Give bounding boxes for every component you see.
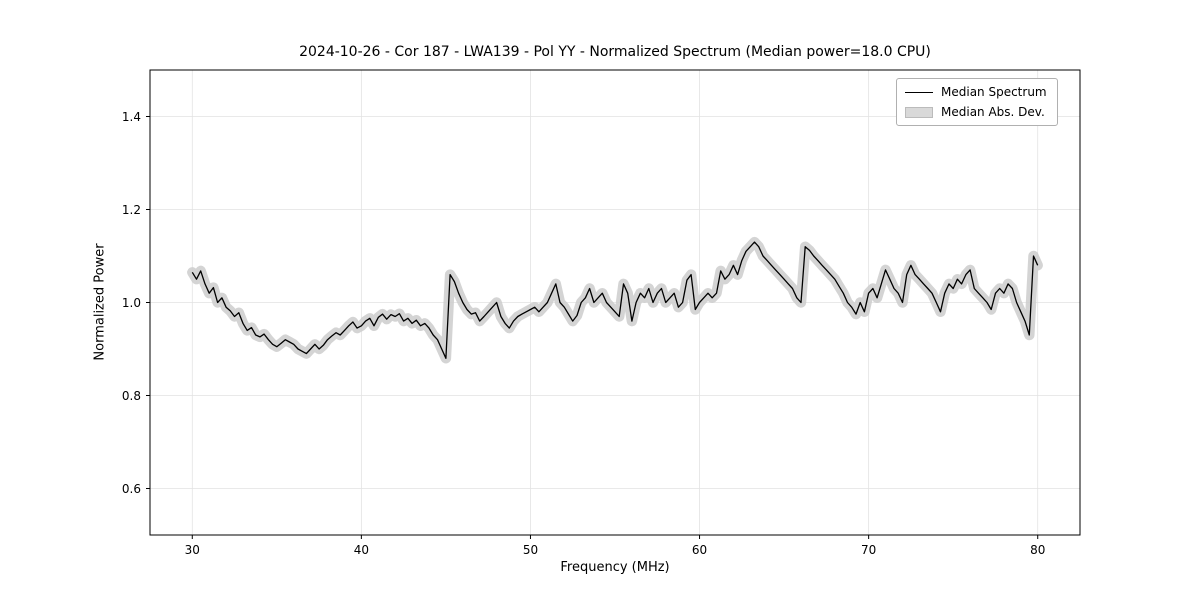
patch-sample-icon [905, 106, 933, 118]
legend-label: Median Abs. Dev. [941, 105, 1045, 119]
spectrum-plot [146, 69, 1081, 539]
y-tick-label: 0.8 [121, 388, 141, 403]
x-tick-label: 30 [184, 543, 200, 557]
x-tick-label: 60 [691, 543, 708, 557]
y-tick-label: 0.6 [121, 481, 141, 496]
x-tick-label: 70 [860, 543, 877, 557]
x-tick-label: 80 [1030, 543, 1046, 557]
legend-label: Median Spectrum [941, 85, 1047, 99]
legend-item-median-abs-dev: Median Abs. Dev. [905, 105, 1047, 119]
x-axis-label: Frequency (MHz) [560, 560, 670, 575]
y-tick-label: 1.4 [121, 109, 141, 124]
x-tick-label: 40 [353, 543, 369, 557]
legend-item-median-spectrum: Median Spectrum [905, 85, 1047, 99]
legend: Median Spectrum Median Abs. Dev. [896, 78, 1058, 126]
plot-area [146, 69, 1081, 539]
line-sample-icon [905, 91, 933, 93]
y-axis-label: Normalized Power [92, 243, 108, 361]
x-tick-label: 50 [522, 543, 539, 557]
chart-title: 2024-10-26 - Cor 187 - LWA139 - Pol YY -… [299, 44, 931, 60]
y-tick-label: 1.0 [121, 295, 141, 310]
y-tick-label: 1.2 [121, 202, 141, 217]
